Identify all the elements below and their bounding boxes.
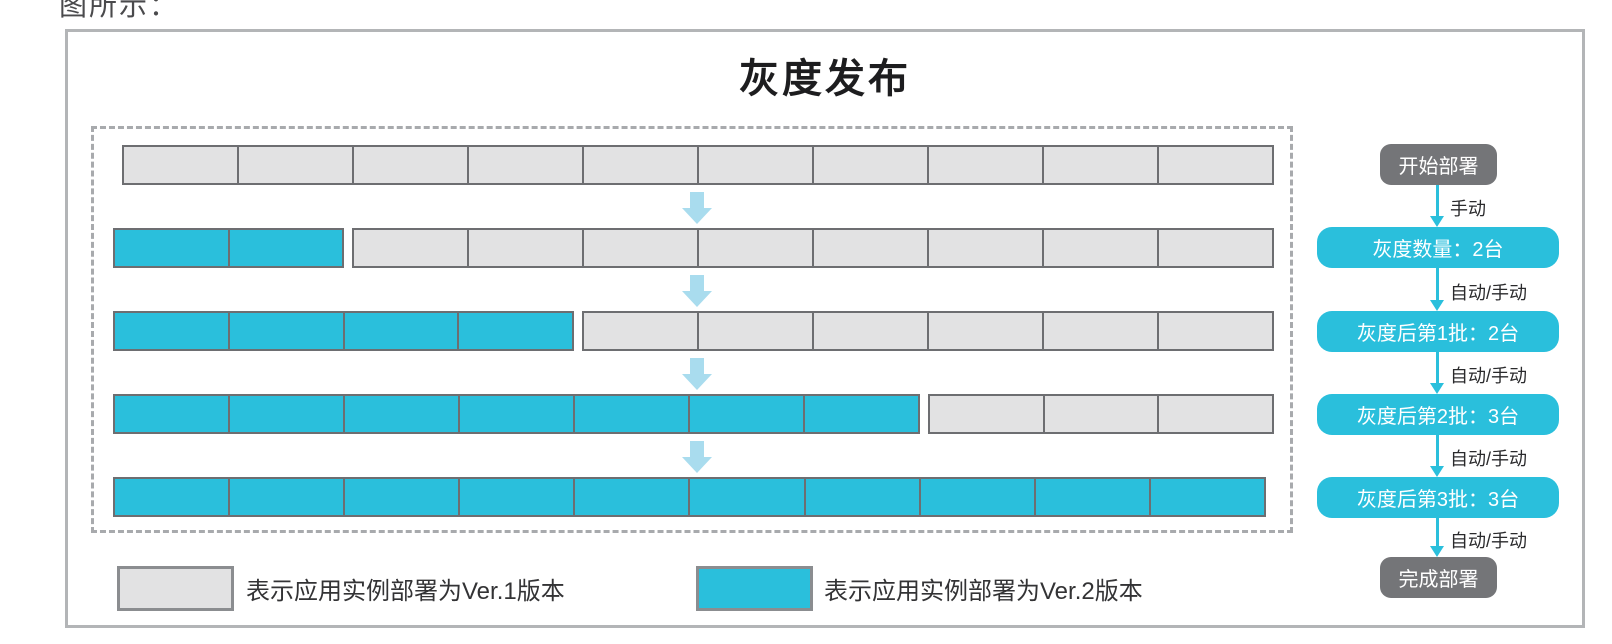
instance-cell: [354, 230, 467, 266]
arrow-shaft: [690, 358, 704, 374]
ver2-instance-group: [113, 394, 920, 434]
instance-cell: [457, 313, 572, 349]
instance-cell: [227, 230, 343, 266]
instance-cell: [343, 479, 458, 515]
flow-edge-label: 自动/手动: [1450, 449, 1528, 469]
flow-node-start: 开始部署: [1380, 144, 1497, 185]
instance-cell: [584, 313, 697, 349]
instance-cell: [1157, 147, 1272, 183]
arrow-head: [682, 374, 712, 390]
instance-cell: [227, 313, 343, 349]
instance-cell: [927, 147, 1042, 183]
flow-step-2: 灰度后第1批：2台: [1317, 311, 1559, 352]
instance-cell: [927, 313, 1042, 349]
instance-cell: [115, 396, 228, 432]
arrow-shaft: [690, 192, 704, 208]
down-arrow-icon: [682, 441, 712, 473]
legend-label-ver2: 表示应用实例部署为Ver.2版本: [824, 578, 1143, 605]
legend-swatch-ver1: [117, 566, 234, 611]
ver1-instance-group: [352, 228, 1274, 268]
ver2-instance-group: [113, 228, 344, 268]
instance-cell: [1042, 313, 1157, 349]
instance-cell: [467, 230, 582, 266]
arrow-head: [682, 208, 712, 224]
instance-cell: [1042, 230, 1157, 266]
instance-cell: [343, 396, 458, 432]
instance-cell: [918, 479, 1034, 515]
flow-edge-label: 自动/手动: [1450, 283, 1528, 303]
instance-cell: [812, 313, 927, 349]
instance-cell: [124, 147, 237, 183]
down-arrow-icon: [682, 275, 712, 307]
flow-edge-line: [1436, 435, 1439, 468]
ver1-instance-group: [122, 145, 1274, 185]
instance-cell: [812, 147, 927, 183]
arrow-head-icon: [1430, 216, 1444, 227]
flow-step-1: 灰度数量：2台: [1317, 227, 1559, 268]
ver2-instance-group: [113, 311, 574, 351]
instance-cell: [688, 396, 803, 432]
instance-cell: [688, 479, 803, 515]
ver1-instance-group: [928, 394, 1274, 434]
flow-edge-label: 自动/手动: [1450, 366, 1528, 386]
arrow-head-icon: [1430, 300, 1444, 311]
instance-cell: [697, 147, 812, 183]
instance-cell: [812, 230, 927, 266]
instance-cell: [697, 230, 812, 266]
instance-cell: [803, 479, 919, 515]
instance-cell: [930, 396, 1043, 432]
arrow-head-icon: [1430, 466, 1444, 477]
instance-cell: [352, 147, 467, 183]
arrow-head: [682, 291, 712, 307]
instance-cell: [467, 147, 582, 183]
instance-cell: [927, 230, 1042, 266]
instance-cell: [1033, 479, 1149, 515]
instance-cell: [237, 147, 352, 183]
instance-cell: [342, 313, 458, 349]
flow-edge-line: [1436, 352, 1439, 385]
flow-step-3: 灰度后第2批：3台: [1317, 394, 1559, 435]
flow-edge-label: 自动/手动: [1450, 531, 1528, 551]
down-arrow-icon: [682, 192, 712, 224]
instance-cell: [1157, 313, 1272, 349]
flow-node-end: 完成部署: [1380, 557, 1497, 598]
instance-cell: [803, 396, 918, 432]
arrow-head-icon: [1430, 383, 1444, 394]
instance-cell: [697, 313, 812, 349]
instance-cell: [115, 230, 228, 266]
flow-edge-label: 手动: [1450, 199, 1486, 219]
instance-cell: [115, 479, 228, 515]
instance-cell: [1157, 396, 1272, 432]
instance-cell: [1042, 147, 1157, 183]
instance-cell: [582, 147, 697, 183]
intro-text: 图所示：: [59, 0, 180, 21]
ver2-instance-group: [113, 477, 1266, 517]
arrow-head: [682, 457, 712, 473]
ver1-instance-group: [582, 311, 1274, 351]
arrow-shaft: [690, 441, 704, 457]
cluster-boundary: [91, 126, 1293, 533]
diagram-title: 灰度发布: [739, 57, 911, 101]
arrow-head-icon: [1430, 546, 1444, 557]
instance-cell: [115, 313, 228, 349]
instance-cell: [1157, 230, 1272, 266]
flow-edge-line: [1436, 518, 1439, 548]
legend-swatch-ver2: [696, 566, 813, 611]
flow-step-4: 灰度后第3批：3台: [1317, 477, 1559, 518]
instance-cell: [228, 479, 343, 515]
instance-cell: [458, 396, 573, 432]
arrow-shaft: [690, 275, 704, 291]
instance-cell: [573, 396, 688, 432]
flow-edge-line: [1436, 185, 1439, 218]
instance-cell: [1148, 479, 1264, 515]
flow-edge-line: [1436, 268, 1439, 302]
instance-cell: [228, 396, 343, 432]
instance-cell: [573, 479, 688, 515]
instance-cell: [1042, 396, 1158, 432]
down-arrow-icon: [682, 358, 712, 390]
instance-cell: [458, 479, 573, 515]
legend-label-ver1: 表示应用实例部署为Ver.1版本: [246, 578, 565, 605]
instance-cell: [582, 230, 697, 266]
